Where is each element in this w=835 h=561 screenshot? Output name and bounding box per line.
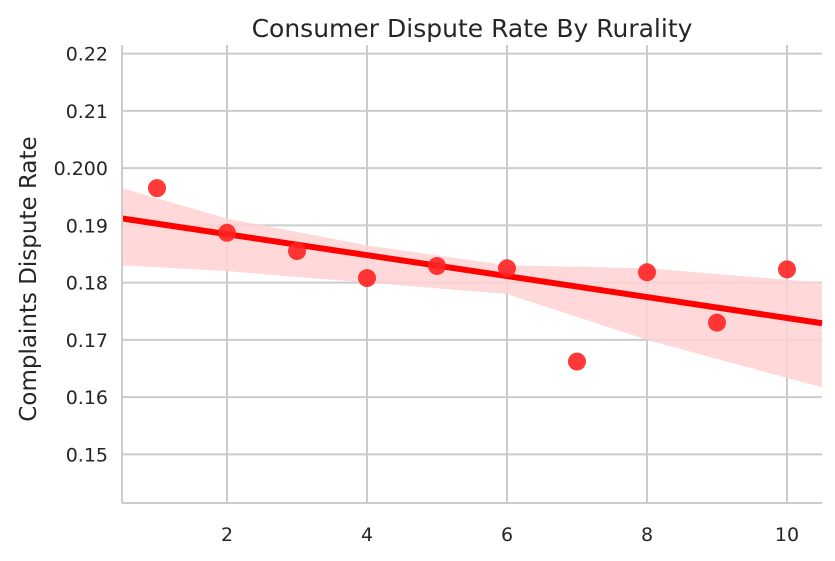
y-tick-label: 0.16 [66, 387, 108, 409]
x-tick-label: 4 [361, 524, 373, 546]
x-tick-label: 2 [221, 524, 233, 546]
data-point [218, 223, 236, 242]
x-tick-labels: 2 4 6 8 10 [221, 524, 799, 546]
y-tick-label: 0.18 [66, 273, 108, 295]
data-point [778, 260, 796, 279]
regression-line [121, 215, 823, 327]
data-point [708, 313, 726, 332]
data-point [638, 263, 656, 282]
x-tick-label: 6 [501, 524, 513, 546]
y-tick-label: 0.15 [66, 444, 108, 466]
axis-spines [121, 45, 822, 504]
y-tick-label: 0.21 [66, 101, 108, 123]
x-tick-label: 8 [641, 524, 653, 546]
chart-title: Consumer Dispute Rate By Rurality [252, 14, 693, 43]
y-tick-label: 0.19 [66, 215, 108, 237]
data-point [568, 352, 586, 371]
x-tick-label: 10 [775, 524, 799, 546]
y-tick-label: 0.22 [66, 44, 108, 66]
y-tick-label: 0.17 [66, 330, 108, 352]
scatter-points [148, 179, 796, 371]
data-point [148, 179, 166, 198]
data-point [288, 242, 306, 261]
y-axis-label: Complaints Dispute Rate [16, 136, 42, 421]
data-point [498, 259, 516, 278]
data-point [428, 256, 446, 275]
confidence-band [122, 188, 822, 388]
y-tick-label: 0.200 [54, 158, 108, 180]
y-tick-labels: 0.15 0.16 0.17 0.18 0.19 0.200 0.21 0.22 [54, 44, 108, 467]
data-point [358, 269, 376, 288]
